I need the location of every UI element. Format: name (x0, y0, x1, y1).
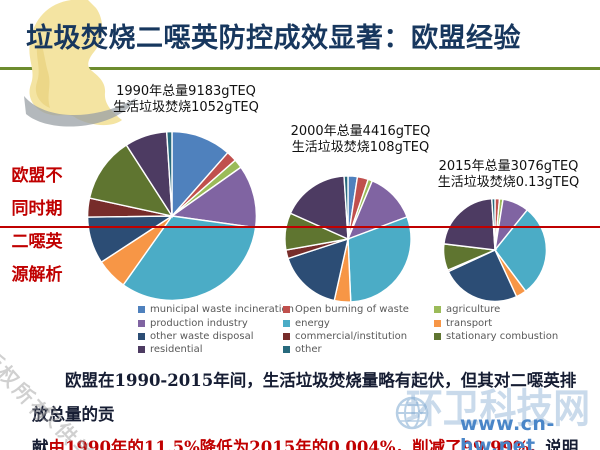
legend-swatch-icon (283, 332, 290, 340)
pie-label-1990-total: 1990年总量9183gTEQ (116, 84, 256, 99)
legend-label: production industry (150, 317, 248, 329)
legend-swatch-icon (434, 306, 441, 314)
legend-swatch-icon (283, 346, 290, 354)
pie-slice (290, 176, 348, 239)
pie-slice (90, 145, 172, 216)
summary-line-2-red2: 削减了99.99%， (412, 438, 546, 450)
legend-item: stationary combustion (434, 330, 558, 343)
annotation-line-3: 二噁英 (11, 232, 63, 252)
legend-label: municipal waste incineration (150, 304, 294, 316)
legend-swatch-icon (283, 306, 290, 314)
summary-line-2: 献由1990年的11.5%降低为2015年的0.004%，削减了99.99%，说… (32, 431, 592, 450)
pie-slice (167, 132, 172, 216)
summary-paragraph: 欧盟在1990-2015年间，生活垃圾焚烧量略有起伏，但其对二噁英排放总量的贡 … (32, 364, 592, 450)
pie-chart-2000 (283, 174, 413, 304)
legend-label: stationary combustion (446, 330, 559, 342)
summary-line-1: 欧盟在1990-2015年间，生活垃圾焚烧量略有起伏，但其对二噁英排放总量的贡 (32, 371, 577, 424)
legend-column-1: municipal waste incineration production … (138, 303, 294, 357)
legend-item: residential (138, 343, 294, 356)
legend-label: other waste disposal (150, 330, 254, 342)
pie-label-2015-total: 2015年总量3076gTEQ (438, 159, 579, 174)
pie-label-2000: 2000年总量4416gTEQ 生活垃圾焚烧108gTEQ (268, 124, 453, 156)
pie-label-2015-msw: 生活垃圾焚烧0.13gTEQ (437, 175, 580, 190)
pie-label-2000-msw: 生活垃圾焚烧108gTEQ (291, 140, 430, 155)
pie-slice (288, 239, 348, 301)
legend-swatch-icon (138, 319, 145, 327)
annotation-line-4: 源解析 (11, 265, 63, 285)
pie-label-2015: 2015年总量3076gTEQ 生活垃圾焚烧0.13gTEQ (416, 159, 600, 191)
legend-label: energy (295, 317, 330, 329)
legend-item: production industry (138, 316, 294, 329)
pie-label-1990: 1990年总量9183gTEQ 生活垃圾焚烧1052gTEQ (96, 84, 276, 116)
summary-line-2-dark1: 献 (32, 438, 49, 450)
pie-chart-1990 (85, 129, 259, 303)
watermark-site-name: 环卫科技网 (406, 386, 590, 432)
pie-label-1990-msw: 生活垃圾焚烧1052gTEQ (113, 100, 259, 115)
pie-slice (492, 199, 495, 250)
summary-line-2-red1: 由1990年的11.5%降低为2015年的0.004%， (48, 438, 413, 450)
legend-label: transport (446, 317, 493, 329)
legend-item: energy (283, 316, 409, 329)
legend-swatch-icon (138, 332, 145, 340)
pie-chart-2015 (442, 197, 548, 303)
legend-label: residential (150, 344, 203, 356)
legend-item: transport (434, 316, 558, 329)
watermark-site-url: www.cn-hw.net (460, 413, 555, 450)
pie-label-2000-total: 2000年总量4416gTEQ (290, 124, 431, 139)
legend-item: other (283, 343, 409, 356)
legend-swatch-icon (434, 332, 441, 340)
legend-swatch-icon (283, 319, 290, 327)
sidebar-annotation: 欧盟不 同时期 二噁英 源解析 (5, 160, 69, 292)
annotation-line-2: 同时期 (11, 199, 63, 219)
globe-icon (395, 396, 429, 430)
legend-column-2: Open burning of waste energy commercial/… (283, 303, 409, 357)
legend-column-3: agriculture transport stationary combust… (434, 303, 558, 343)
head-silhouette-graphic (24, 0, 136, 127)
legend-item: commercial/institution (283, 330, 409, 343)
pie-slice (344, 176, 348, 239)
legend-label: Open burning of waste (295, 304, 409, 316)
title-underline (0, 67, 600, 70)
legend-label: other (295, 344, 322, 356)
pie-slice (495, 210, 546, 291)
red-reference-line (0, 226, 600, 228)
pie-slice (444, 199, 495, 250)
page-title: 垃圾焚烧二噁英防控成效显著：欧盟经验 (26, 23, 521, 54)
legend-label: commercial/institution (295, 330, 408, 342)
legend-swatch-icon (138, 306, 145, 314)
legend-swatch-icon (434, 319, 441, 327)
legend-label: agriculture (446, 304, 501, 316)
pie-slice (123, 216, 255, 300)
summary-line-2-dark2: 说明随着技术进步与 (545, 438, 579, 450)
legend-swatch-icon (138, 346, 145, 354)
legend-item: other waste disposal (138, 330, 294, 343)
legend-item: Open burning of waste (283, 303, 409, 316)
legend-item: municipal waste incineration (138, 303, 294, 316)
annotation-line-1: 欧盟不 (11, 166, 63, 186)
pie-slice (448, 250, 516, 301)
legend-item: agriculture (434, 303, 558, 316)
